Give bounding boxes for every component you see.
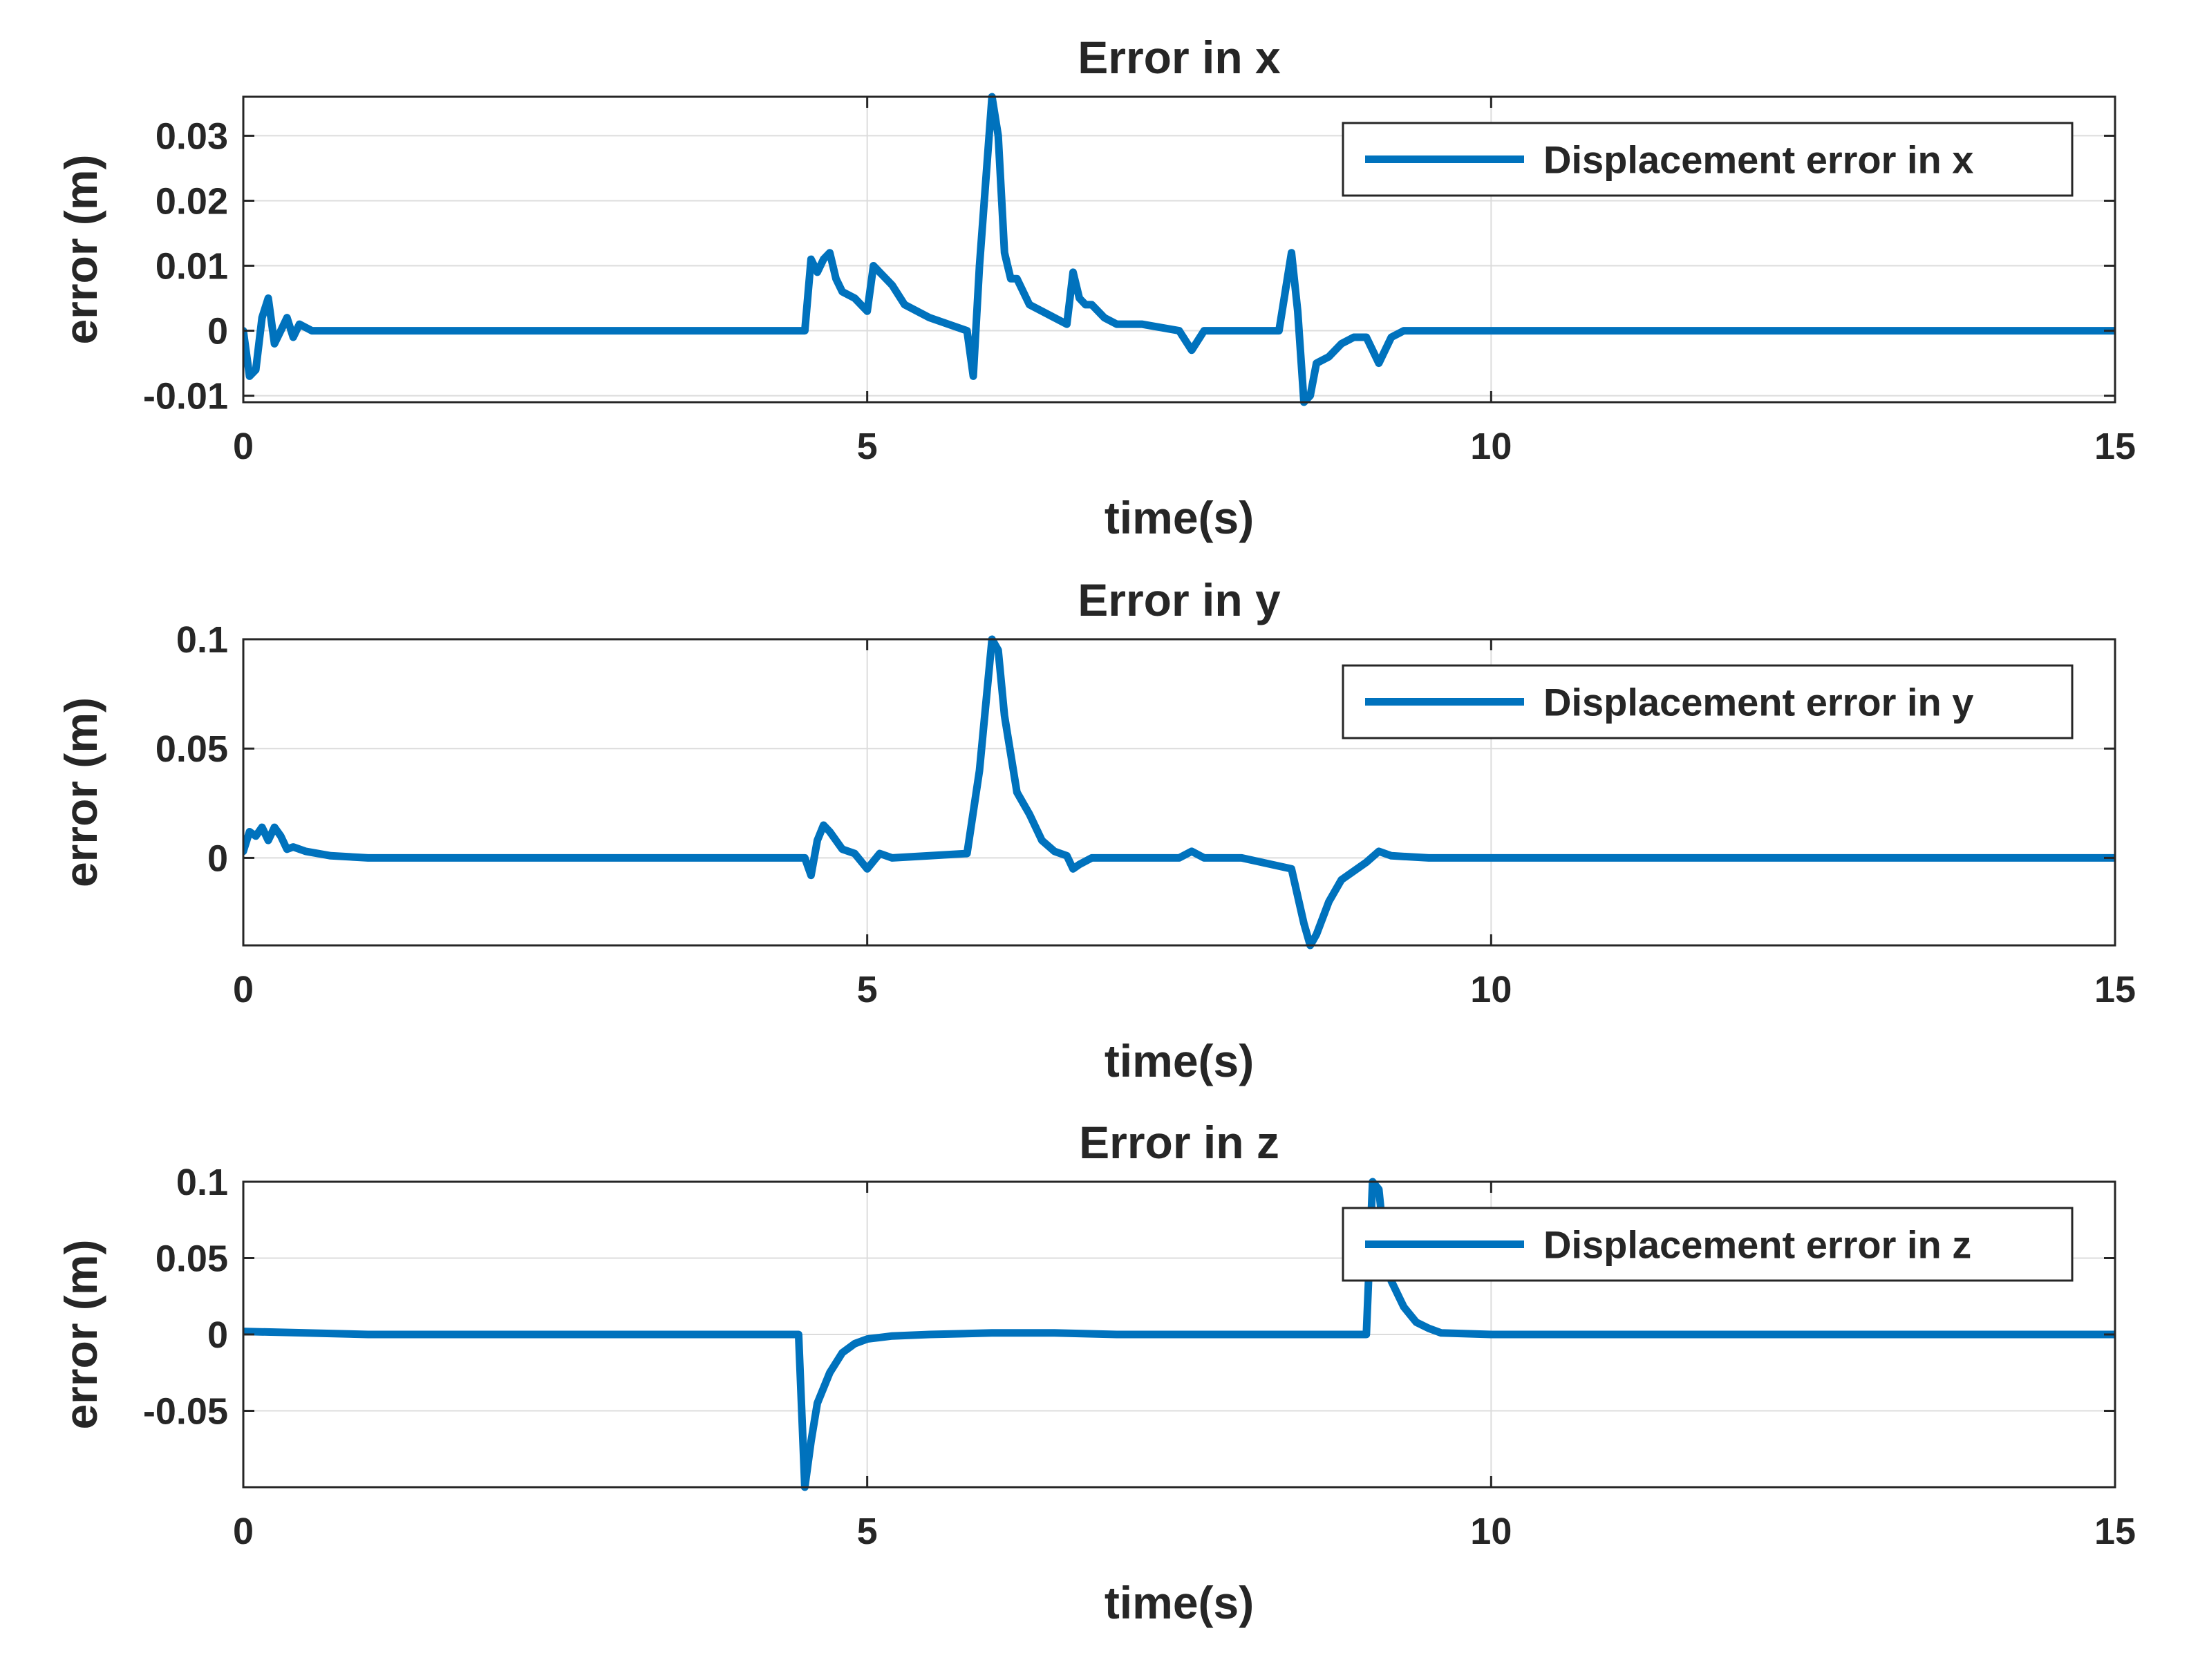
x-tick-label: 0 — [233, 426, 254, 467]
subplot-2: 0 5 10 15 0 0.05 0.1 Error in y time(s) error (m)… — [55, 574, 2136, 1086]
chart-title: Error in x — [1078, 32, 1281, 83]
x-tick-label: 15 — [2094, 969, 2136, 1010]
x-tick-label: 15 — [2094, 1511, 2136, 1552]
axes-frame — [242, 95, 2116, 404]
y-tick-label: -0.05 — [143, 1391, 228, 1433]
y-axis-label: error (m) — [55, 697, 106, 887]
legend: Displacement error in y — [1342, 664, 2074, 739]
legend-entry: Displacement error in y — [1543, 681, 1973, 724]
x-axis-label: time(s) — [1105, 1577, 1254, 1628]
y-axis-label: error (m) — [55, 154, 106, 344]
x-tick-label: 5 — [857, 426, 878, 467]
chart-title: Error in z — [1079, 1117, 1279, 1168]
legend-entry: Displacement error in x — [1543, 138, 1973, 182]
x-tick-label: 5 — [857, 969, 878, 1010]
x-tick-label: 15 — [2094, 426, 2136, 467]
legend: Displacement error in z — [1342, 1207, 2074, 1282]
y-tick-label: 0 — [207, 838, 228, 879]
x-axis-label: time(s) — [1105, 1035, 1254, 1086]
x-tick-label: 5 — [857, 1511, 878, 1552]
y-tick-label: 0 — [207, 311, 228, 352]
y-tick-label: 0.1 — [176, 1162, 228, 1203]
axes-frame — [242, 638, 2116, 947]
legend-entry: Displacement error in z — [1543, 1223, 1971, 1267]
y-tick-label: 0.02 — [156, 180, 228, 222]
y-tick-label: 0.03 — [156, 115, 228, 157]
y-tick-label: 0 — [207, 1314, 228, 1356]
y-tick-label: 0.05 — [156, 728, 228, 770]
subplot-3: 0 5 10 15 -0.05 0 0.05 0.1 Error in z time(s) erro… — [55, 1117, 2136, 1628]
y-tick-label: 0.05 — [156, 1238, 228, 1280]
chart-title: Error in y — [1078, 574, 1281, 625]
x-axis-label: time(s) — [1105, 492, 1254, 543]
y-tick-label: 0.1 — [176, 619, 228, 661]
y-tick-label: 0.01 — [156, 246, 228, 287]
legend-box — [1342, 122, 2074, 197]
legend: Displacement error in x — [1342, 122, 2074, 197]
x-tick-label: 0 — [233, 1511, 254, 1552]
y-tick-label: -0.01 — [143, 376, 228, 417]
series-line-1 — [243, 1178, 2115, 1491]
series-line-1 — [243, 93, 2115, 406]
x-tick-label: 10 — [1470, 1511, 1512, 1552]
x-tick-label: 0 — [233, 969, 254, 1010]
y-axis-label: error (m) — [55, 1239, 106, 1429]
x-tick-label: 10 — [1470, 426, 1512, 467]
x-tick-label: 10 — [1470, 969, 1512, 1010]
series-line-1 — [243, 635, 2115, 950]
